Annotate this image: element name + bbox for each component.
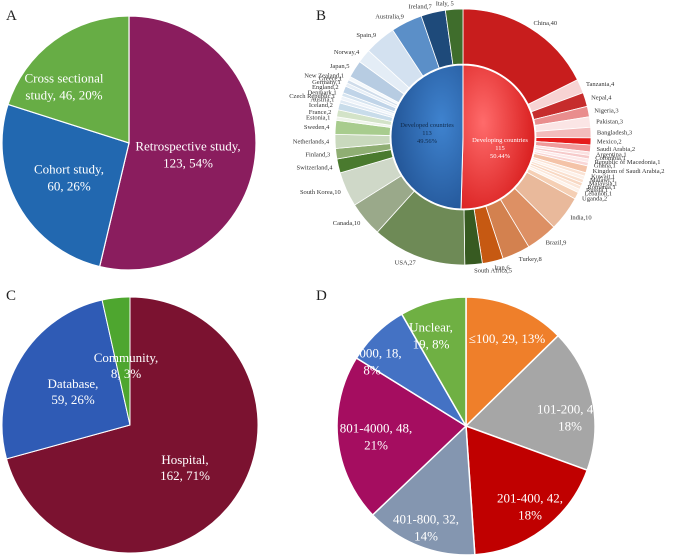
- label-4000: > 4000, 18, 8%: [342, 346, 401, 378]
- outer-label-mexico: Mexico,2: [597, 139, 622, 146]
- outer-label-italy: Italy, 5: [436, 0, 454, 7]
- outer-label-kuwait: Kuwait,1: [591, 173, 615, 180]
- outer-label-colombia: Colombia,1: [595, 155, 626, 162]
- outer-label-tanzania: Tanzania,4: [586, 81, 615, 88]
- outer-label-ireland: Ireland,7: [408, 4, 432, 11]
- outer-label-uganda: Uganda,2: [582, 196, 607, 203]
- slice-100: [465, 296, 560, 428]
- outer-label-canada: Canada,10: [333, 220, 361, 227]
- outer-label-malawi: Malawi,1: [590, 177, 615, 184]
- outer-label-greece: Greece,1: [319, 76, 342, 83]
- label-retrospective-study: Retrospective study, 123, 54%: [135, 139, 240, 171]
- pie-chart-d: ≤100, 29, 13% 101-200, 41, 18% 201-400, 42,…: [336, 296, 603, 556]
- pie-chart-a: Retrospective study, 123, 54% Cohort study…: [1, 15, 257, 271]
- outer-label-china: China,40: [533, 20, 557, 27]
- outer-label-austria: Austria,1: [310, 96, 334, 103]
- outer-label-japan: Japan,5: [330, 63, 350, 70]
- inner-slice-developing-countries: [460, 64, 536, 210]
- outer-label-ghana: Ghana,1: [594, 163, 616, 170]
- label-database: Database, 59, 26%: [48, 376, 99, 407]
- label-100: ≤100, 29, 13%: [469, 331, 546, 346]
- label-hospital: Hospital, 162, 71%: [160, 452, 210, 483]
- label-101-200: 101-200, 41, 18%: [537, 402, 603, 434]
- inner-label-developing: Developing countries 115 50.44%: [472, 137, 528, 160]
- outer-label-lebanon: Lebanon,1: [584, 191, 612, 198]
- outer-label-iceland: Iceland,2: [309, 102, 333, 109]
- panel-label-a: A: [6, 8, 17, 24]
- panel-label-c: C: [6, 288, 16, 304]
- label-cross-sectional-study: Cross sectional study, 46, 20%: [24, 71, 103, 103]
- outer-label-romania: Romania,1: [587, 184, 615, 191]
- outer-label-france: France,2: [309, 109, 332, 116]
- outer-label-kingdom-of-saudi-arabia: Kingdom of Saudi Arabia,2: [593, 168, 665, 175]
- label-401-800: 401-800, 32, 14%: [393, 512, 459, 544]
- slice-database: [1, 299, 131, 460]
- outer-label-australia: Australia,9: [375, 14, 404, 21]
- outer-label-netherlands: Netherlands,4: [293, 139, 330, 146]
- outer-label-new-zealand: New Zealand,1: [304, 72, 344, 79]
- outer-label-nigeria: Nigeria,3: [594, 107, 618, 114]
- outer-label-denmark: Denmark,1: [308, 89, 337, 96]
- outer-label-germany: Germany,1: [312, 79, 341, 86]
- label-cohort-study: Cohort study, 60, 26%: [34, 162, 104, 194]
- slice-retrospective-study: [98, 15, 257, 271]
- label-unclear: Unclear, 19, 8%: [409, 320, 453, 352]
- outer-label-republic-of-macedonia: Republic of Macedonia,1: [595, 159, 661, 166]
- outer-label-england: England,2: [312, 84, 339, 91]
- panel-label-d: D: [316, 288, 327, 304]
- outer-label-spain: Spain,9: [356, 32, 376, 39]
- slice-unclear: [400, 296, 467, 429]
- panel-label-b: B: [316, 8, 326, 24]
- label-801-4000: 801-4000, 48, 21%: [340, 421, 413, 453]
- outer-label-south-africa: South Africa,5: [474, 268, 512, 275]
- outer-label-norway: Norway,4: [334, 49, 360, 56]
- outer-label-pakistan: Pakistan,3: [596, 118, 623, 125]
- slice-cohort-study: [1, 103, 130, 268]
- slice-101-200: [464, 334, 596, 472]
- inner-slice-developed-countries: [390, 64, 464, 210]
- outer-label-india: India,10: [570, 214, 591, 221]
- outer-slice-italy: [444, 8, 464, 66]
- slice-community: [101, 296, 131, 426]
- label-201-400: 201-400, 42, 18%: [497, 491, 563, 523]
- slice-hospital: [5, 296, 259, 554]
- outer-label-saudi-arabia: Saudi Arabia,2: [596, 146, 635, 153]
- outer-label-czech-republic: Czech Republic,1: [289, 93, 335, 100]
- outer-label-brazil: Brazil,9: [546, 240, 567, 247]
- sunburst-chart-b: Developed countries 113 49.56% Developing c…: [289, 0, 664, 274]
- outer-label-finland: Finland,3: [305, 152, 330, 159]
- outer-label-argentina: Argentina,1: [596, 152, 627, 159]
- outer-label-turkey: Turkey,8: [519, 256, 542, 263]
- outer-label-bangladesh: Bangladesh,3: [597, 129, 632, 136]
- outer-label-south-korea: South Korea,10: [300, 189, 341, 196]
- outer-label-iran: Iran,6: [494, 264, 510, 271]
- outer-label-estonia: Estonia,1: [306, 115, 330, 122]
- outer-label-sweden: Sweden,4: [304, 124, 330, 131]
- slice-401-800: [371, 424, 476, 556]
- slice-801-4000: [336, 356, 468, 517]
- label-community: Community, 8, 3%: [94, 350, 159, 381]
- outer-label-nepal: Nepal,4: [591, 95, 612, 102]
- outer-label-switzerland: Switzerland,4: [297, 164, 334, 171]
- pie-chart-c: Hospital, 162, 71% Database, 59, 26%Communi…: [1, 296, 259, 554]
- outer-label-russia: Russia,1: [586, 187, 608, 194]
- slice-cross-sectional-study: [7, 15, 130, 144]
- slice-201-400: [465, 424, 589, 556]
- outer-label-malaysia: Malaysia,1: [589, 180, 618, 187]
- outer-label-usa: USA,27: [395, 259, 417, 266]
- inner-label-developed: Developed countries 113 49.56%: [400, 122, 454, 145]
